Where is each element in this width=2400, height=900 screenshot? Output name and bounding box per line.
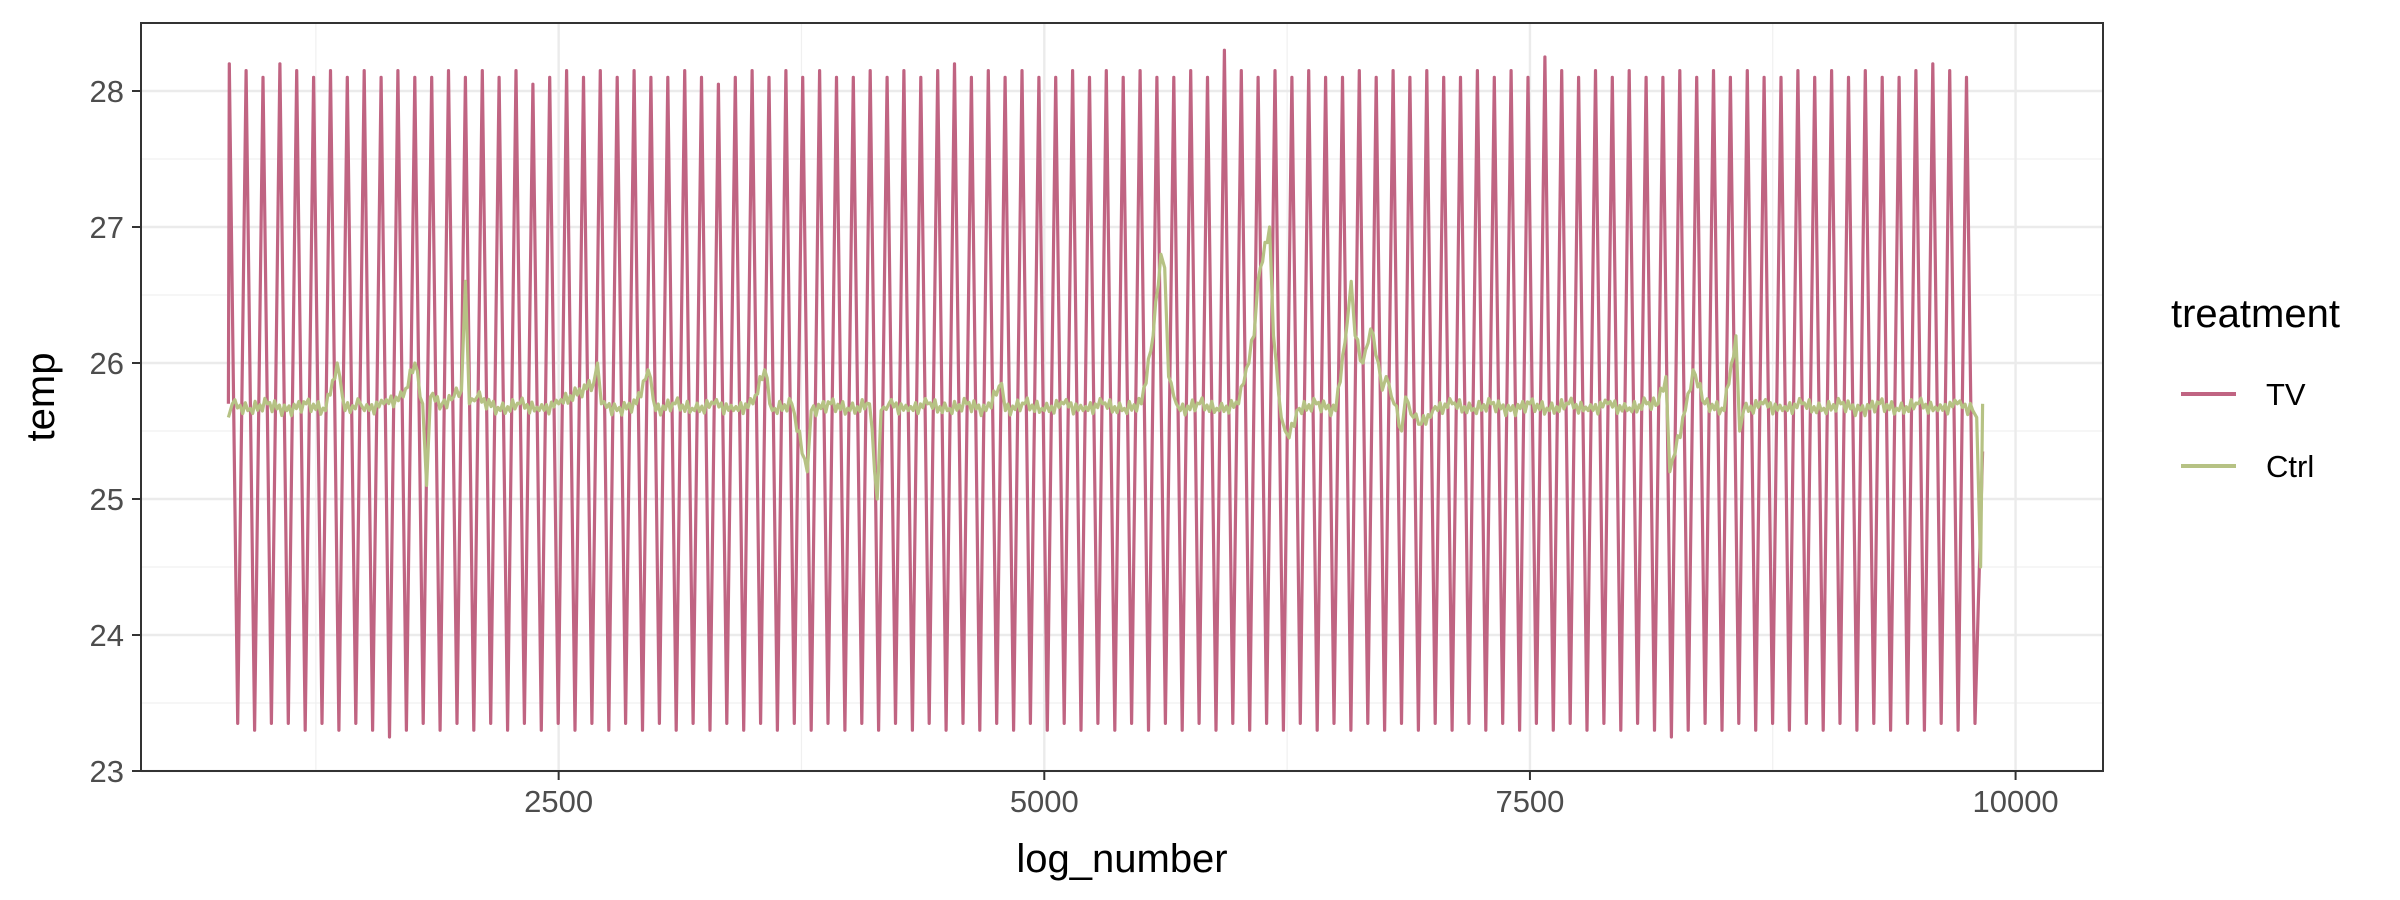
y-tick-label: 27 — [90, 210, 124, 245]
legend-label-ctrl: Ctrl — [2266, 449, 2314, 484]
y-axis-title: temp — [19, 353, 63, 442]
x-tick-label: 5000 — [1010, 784, 1079, 819]
x-axis: 2500 5000 7500 10000 — [524, 771, 2059, 819]
y-axis: 23 24 25 26 27 28 — [90, 74, 141, 789]
plot-panel-border — [140, 22, 2104, 772]
legend-title: treatment — [2171, 292, 2340, 336]
series-line-tv — [226, 48, 1985, 739]
x-tick-label: 7500 — [1495, 784, 1564, 819]
x-axis-title: log_number — [1016, 837, 1227, 881]
legend: treatment TV Ctrl — [2171, 292, 2340, 484]
y-tick-label: 24 — [90, 618, 124, 653]
x-tick-label: 10000 — [1972, 784, 2058, 819]
x-tick-label: 2500 — [524, 784, 593, 819]
series-layer — [226, 48, 1985, 739]
y-tick-label: 25 — [90, 482, 124, 517]
y-tick-label: 26 — [90, 346, 124, 381]
y-tick-label: 23 — [90, 754, 124, 789]
series-line-ctrl — [226, 225, 1985, 569]
y-tick-label: 28 — [90, 74, 124, 109]
legend-label-tv: TV — [2266, 377, 2306, 412]
